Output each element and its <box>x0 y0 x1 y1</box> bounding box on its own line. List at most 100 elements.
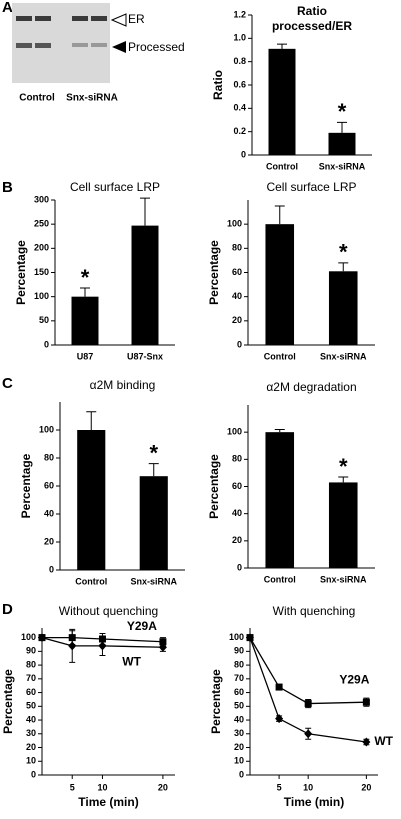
y-tick-label: 0 <box>241 149 246 159</box>
panel-letter: D <box>2 601 13 618</box>
chart: Cell surface LRP Percentage 0 20 40 60 80 100 Co… <box>207 180 375 361</box>
y-tick-label: 60 <box>44 480 54 490</box>
bar <box>71 296 99 345</box>
marker <box>98 641 107 651</box>
y-tick-label: 1.0 <box>233 33 246 43</box>
y-tick-label: 50 <box>39 315 49 325</box>
y-tick-label: 10 <box>26 756 36 766</box>
marker <box>275 714 284 724</box>
error-bar <box>277 43 287 49</box>
marker <box>38 633 46 643</box>
chart-title: With quenching <box>273 604 356 618</box>
band-label: Processed <box>128 40 185 54</box>
x-tick-label: 20 <box>158 782 168 792</box>
y-tick-label: 60 <box>232 267 242 277</box>
error-bar <box>274 428 285 433</box>
band <box>35 16 51 21</box>
error-bar <box>86 411 97 430</box>
bar <box>131 225 159 345</box>
band-label: ER <box>128 12 145 26</box>
arrow-filled <box>112 41 126 53</box>
arrow-open <box>110 13 127 27</box>
y-tick-label: 100 <box>227 427 242 437</box>
band <box>35 43 51 48</box>
significance-star: * <box>339 240 348 265</box>
x-tick-label: Control <box>75 576 107 586</box>
band <box>91 43 107 47</box>
y-tick-label: 100 <box>39 424 54 434</box>
x-axis-label: Time (min) <box>284 795 344 809</box>
y-tick-label: 40 <box>234 714 244 724</box>
y-tick-label: 70 <box>26 673 36 683</box>
y-tick-label: 50 <box>234 701 244 711</box>
x-tick-label: 10 <box>97 782 107 792</box>
band <box>16 16 32 21</box>
error-bar <box>338 262 349 272</box>
x-tick-label: Snx-siRNA <box>320 574 367 584</box>
chart: Cell surface LRP Percentage 0 50 100 150 200 25… <box>14 180 175 361</box>
y-tick-label: 40 <box>232 291 242 301</box>
significance-star: * <box>81 265 90 290</box>
y-tick-label: 90 <box>234 646 244 656</box>
y-tick-label: 100 <box>21 632 36 642</box>
y-tick-label: 0 <box>44 339 49 349</box>
y-tick-label: 80 <box>26 659 36 669</box>
y-axis-label: Percentage <box>207 240 221 305</box>
chart: With quenching Percentage 0 10 20 30 40 50 60 70 8… <box>209 604 394 809</box>
series-label: WT <box>374 734 393 748</box>
y-axis-label: Percentage <box>1 669 15 734</box>
y-tick-label: 0.8 <box>233 56 246 66</box>
y-tick-label: 60 <box>234 687 244 697</box>
x-tick-label: Control <box>264 351 296 361</box>
marker <box>362 737 371 747</box>
series-line <box>249 637 367 743</box>
y-tick-label: 0 <box>237 562 242 572</box>
y-tick-label: 100 <box>34 291 49 301</box>
bar <box>139 476 168 570</box>
error-bar <box>140 197 150 226</box>
y-tick-label: 20 <box>44 536 54 546</box>
y-tick-label: 40 <box>232 508 242 518</box>
y-tick-label: 200 <box>34 243 49 253</box>
lane-label: Control <box>19 93 55 104</box>
bar <box>77 430 106 570</box>
marker <box>304 729 313 739</box>
bar <box>328 132 356 155</box>
y-tick-label: 0.6 <box>233 79 246 89</box>
y-tick-label: 90 <box>26 646 36 656</box>
x-tick-label: Snx-siRNA <box>130 576 177 586</box>
series-line <box>249 637 367 705</box>
x-tick-label: 20 <box>361 782 371 792</box>
chart-title: α2M degradation <box>266 380 356 394</box>
marker <box>159 638 167 646</box>
panel-letter: C <box>2 375 13 392</box>
significance-star: * <box>339 454 348 479</box>
y-tick-label: 20 <box>26 742 36 752</box>
chart-title: Cell surface LRP <box>266 180 356 194</box>
y-tick-label: 100 <box>227 219 242 229</box>
chart: α2M degradation Percentage 0 20 40 60 80 100 Con… <box>207 380 375 584</box>
y-tick-label: 80 <box>232 454 242 464</box>
series-label: Y29A <box>127 619 157 633</box>
error-bar <box>148 463 159 477</box>
band <box>72 16 88 21</box>
chart: Ratioprocessed/ERRatio00.20.40.60.81.01.… <box>211 4 372 171</box>
error-bar <box>337 121 347 133</box>
y-tick-label: 10 <box>234 756 244 766</box>
y-tick-label: 20 <box>232 535 242 545</box>
lane-label: Snx-siRNA <box>66 93 118 104</box>
y-tick-label: 30 <box>26 728 36 738</box>
y-tick-label: 0 <box>49 564 54 574</box>
y-axis-label: Percentage <box>19 453 33 518</box>
bar <box>328 271 358 345</box>
marker <box>68 641 77 651</box>
y-tick-label: 0 <box>239 769 244 779</box>
y-tick-label: 0.2 <box>233 126 246 136</box>
error-bar <box>274 205 285 225</box>
x-axis-label: Time (min) <box>78 795 138 809</box>
x-tick-label: U87-Snx <box>127 351 163 361</box>
marker <box>362 698 370 706</box>
x-tick-label: 10 <box>303 782 313 792</box>
band <box>16 43 32 48</box>
